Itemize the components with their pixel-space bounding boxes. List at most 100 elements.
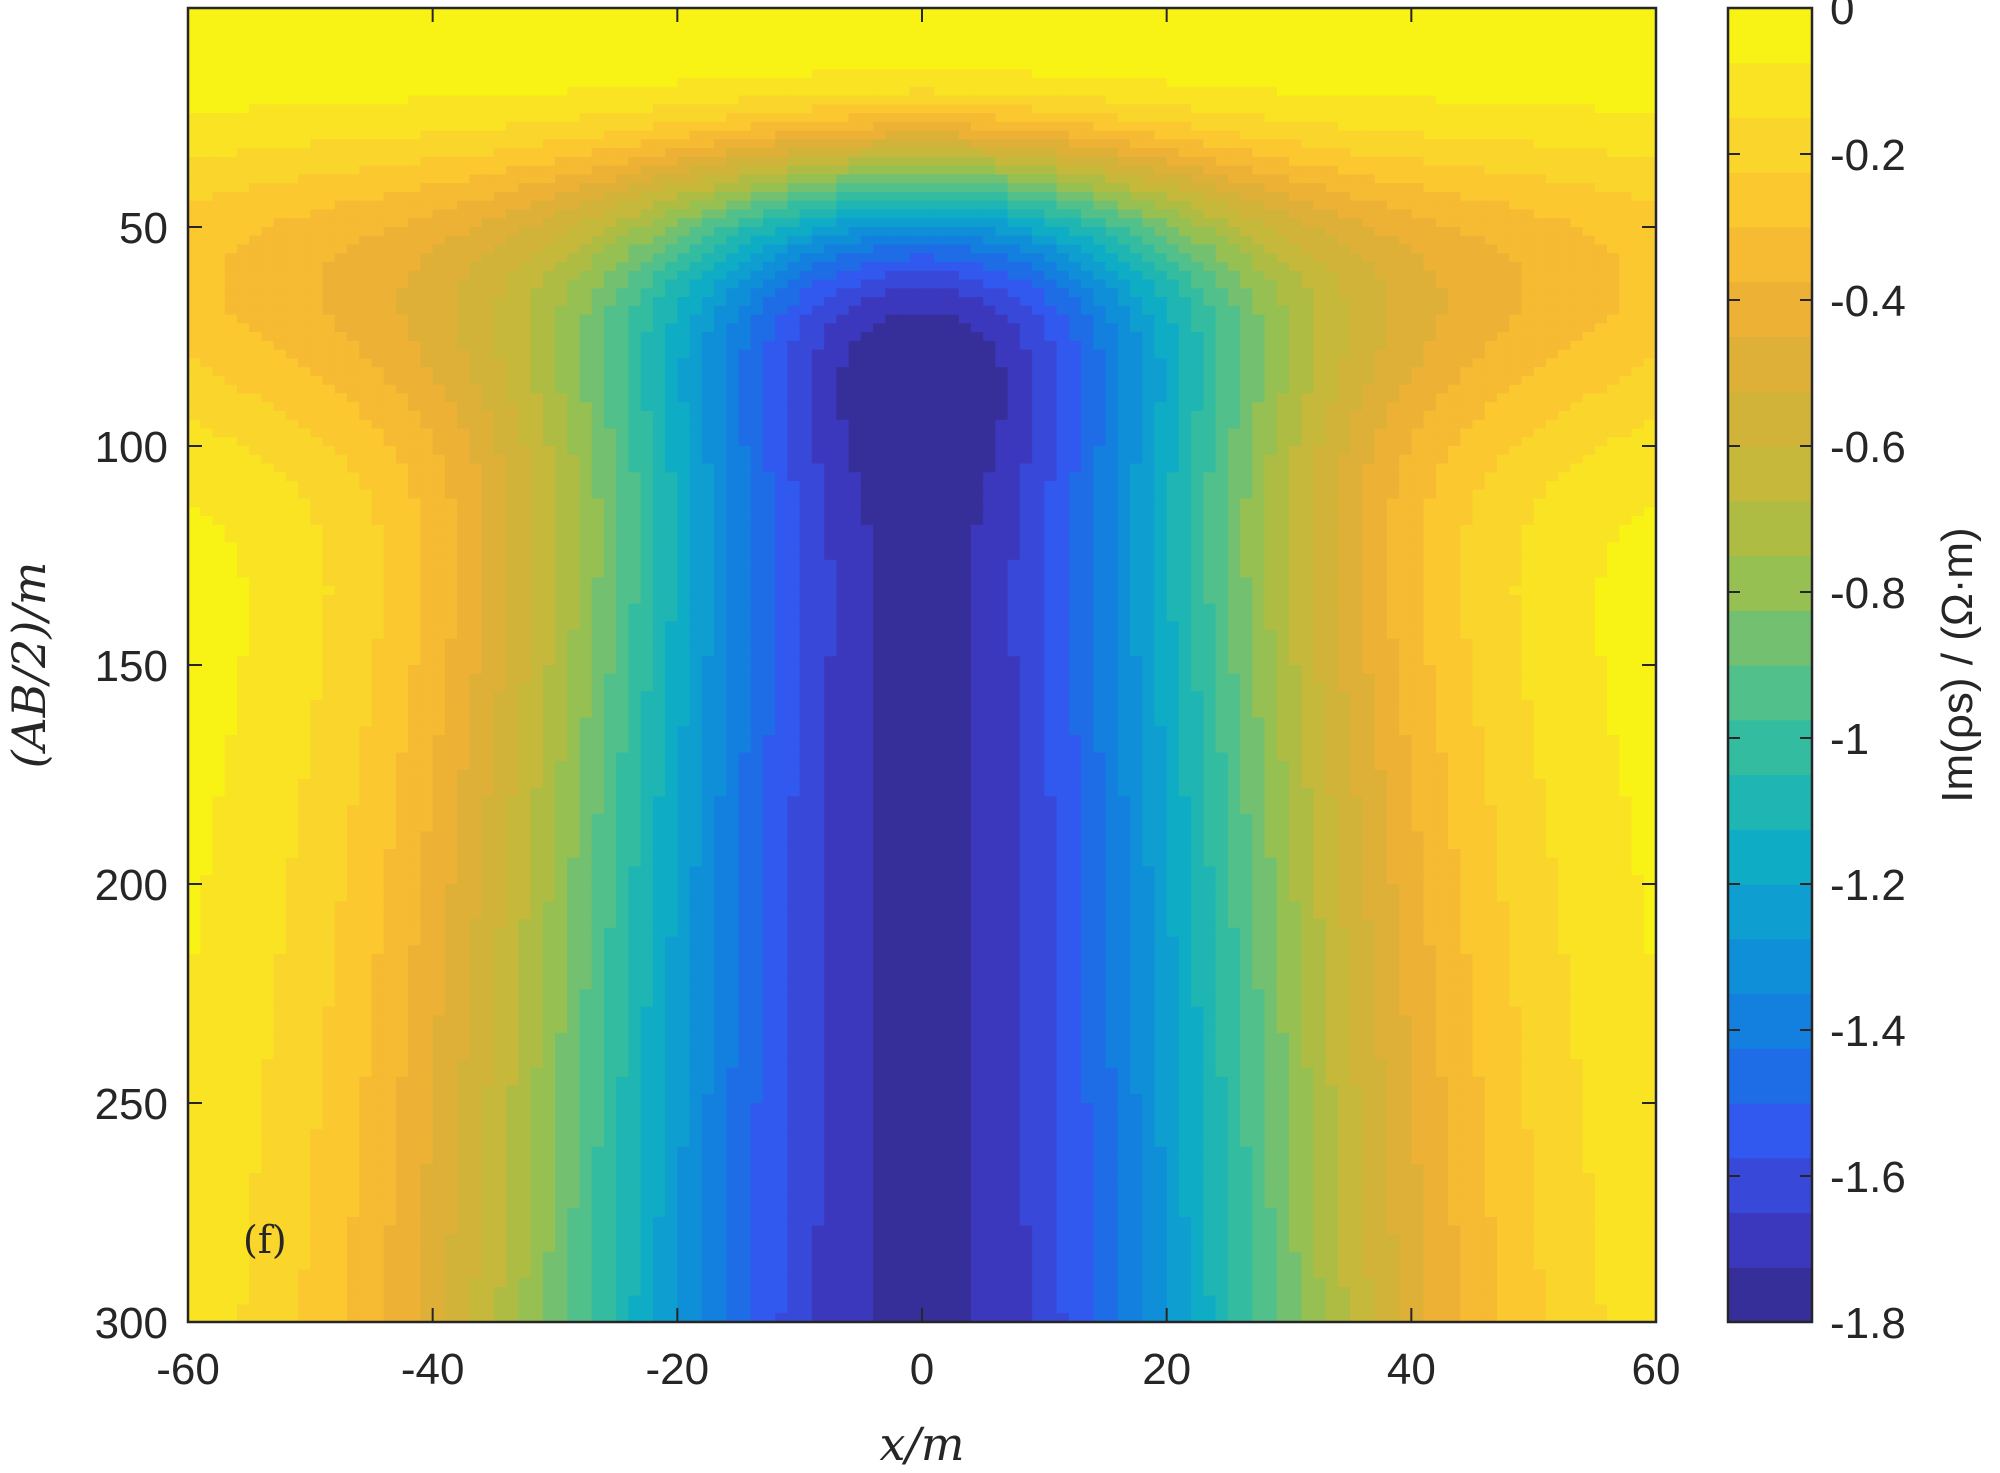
contour-cell <box>1313 305 1327 316</box>
contour-cell <box>383 25 397 35</box>
contour-cell <box>1509 200 1523 211</box>
contour-cell <box>848 121 862 132</box>
contour-cell <box>249 156 262 167</box>
contour-cell <box>1362 358 1376 368</box>
contour-cell <box>1081 218 1094 228</box>
contour-cell <box>1264 86 1278 97</box>
contour-cell <box>1472 191 1486 202</box>
contour-cell <box>322 305 336 316</box>
contour-cell <box>444 156 458 167</box>
contour-cell <box>775 227 789 237</box>
contour-cell <box>395 253 409 263</box>
contour-cell <box>1129 174 1143 184</box>
contour-cell <box>1129 200 1143 211</box>
contour-cell <box>1582 25 1596 35</box>
contour-cell <box>1203 78 1217 88</box>
contour-cell <box>469 16 483 27</box>
contour-cell <box>701 358 715 368</box>
contour-cell <box>677 16 691 27</box>
contour-cell <box>1423 288 1437 298</box>
contour-cell <box>1032 174 1045 184</box>
contour-cell <box>1019 332 1033 342</box>
contour-cell <box>1203 279 1217 289</box>
contour-cell <box>420 183 434 193</box>
contour-cell <box>787 218 801 228</box>
contour-cell <box>224 200 238 211</box>
contour-cell <box>1191 8 1204 18</box>
contour-cell <box>616 227 629 237</box>
contour-cell <box>359 349 373 359</box>
contour-cell <box>885 209 899 219</box>
contour-cell <box>200 262 214 272</box>
contour-cell <box>236 121 250 132</box>
contour-cell <box>542 8 556 18</box>
contour-cell <box>1068 78 1082 88</box>
contour-cell <box>665 130 678 140</box>
contour-cell <box>420 148 434 158</box>
contour-cell <box>677 270 691 281</box>
contour-cell <box>591 86 605 97</box>
contour-cell <box>236 69 250 79</box>
contour-cell <box>726 148 740 158</box>
contour-cell <box>530 60 544 70</box>
contour-cell <box>408 8 422 18</box>
contour-cell <box>787 314 801 324</box>
contour-cell <box>787 270 801 281</box>
contour-cell <box>1252 43 1266 53</box>
contour-cell <box>347 297 360 307</box>
contour-cell <box>212 367 226 377</box>
contour-cell <box>1068 367 1082 377</box>
contour-cell <box>603 200 617 211</box>
contour-cell <box>1362 332 1376 342</box>
contour-cell <box>1301 191 1315 202</box>
contour-cell <box>1019 349 1033 359</box>
contour-cell <box>970 253 984 263</box>
contour-cell <box>420 340 434 351</box>
contour-cell <box>1607 332 1620 342</box>
contour-cell <box>995 104 1009 114</box>
contour-cell <box>946 314 960 324</box>
contour-cell <box>750 156 764 167</box>
contour-cell <box>1533 43 1547 53</box>
contour-cell <box>1435 218 1449 228</box>
contour-cell <box>298 34 311 44</box>
contour-cell <box>1129 34 1143 44</box>
contour-cell <box>493 367 507 377</box>
contour-cell <box>958 60 972 70</box>
contour-cell <box>1643 95 1656 105</box>
contour-cell <box>1631 358 1645 368</box>
contour-cell <box>249 16 262 27</box>
contour-cell <box>934 183 948 193</box>
contour-cell <box>1570 8 1584 18</box>
contour-cell <box>714 156 727 167</box>
contour-cell <box>579 191 593 202</box>
contour-cell <box>359 69 373 79</box>
contour-cell <box>395 104 409 114</box>
contour-cell <box>261 314 275 324</box>
contour-cell <box>970 16 984 27</box>
contour-cell <box>273 270 287 281</box>
contour-cell <box>603 121 617 132</box>
contour-cell <box>1093 253 1107 263</box>
contour-cell <box>347 113 360 123</box>
contour-cell <box>1105 349 1119 359</box>
contour-cell <box>1117 95 1131 105</box>
contour-cell <box>555 297 568 307</box>
contour-cell <box>359 297 373 307</box>
contour-cell <box>371 60 385 70</box>
contour-cell <box>1240 104 1253 114</box>
contour-cell <box>1423 332 1437 342</box>
contour-cell <box>1460 340 1474 351</box>
contour-cell <box>1093 130 1107 140</box>
contour-cell <box>1166 8 1180 18</box>
contour-cell <box>1154 340 1168 351</box>
contour-cell <box>934 349 948 359</box>
contour-cell <box>1423 51 1437 62</box>
contour-cell <box>420 270 434 281</box>
contour-cell <box>420 139 434 149</box>
contour-cell <box>1448 25 1461 35</box>
contour-cell <box>1301 139 1315 149</box>
contour-cell <box>1582 86 1596 97</box>
contour-cell <box>1129 104 1143 114</box>
contour-cell <box>506 218 519 228</box>
